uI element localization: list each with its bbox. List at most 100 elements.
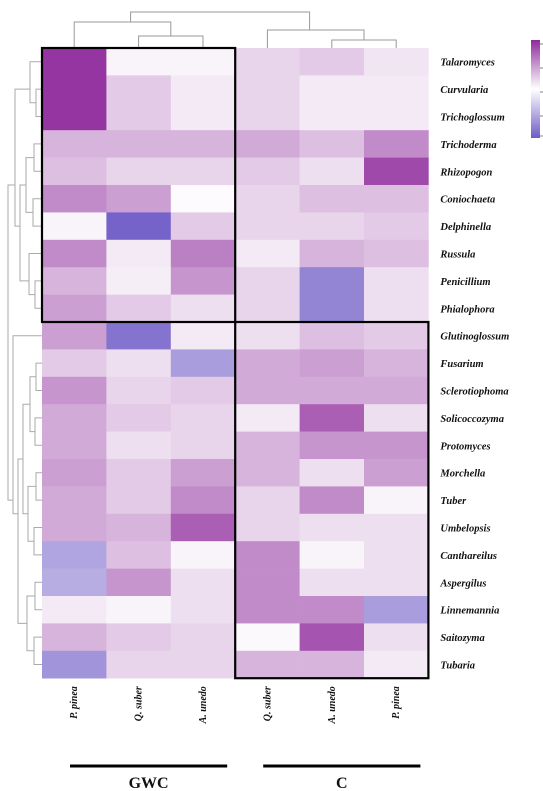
- heatmap-cell: [235, 48, 300, 76]
- heatmap-cell: [299, 650, 365, 679]
- heatmap-cell: [364, 48, 429, 76]
- heatmap-cell: [299, 239, 365, 268]
- heatmap-cell: [235, 75, 300, 104]
- heatmap-cell: [364, 267, 429, 295]
- row-label: Linnemannia: [439, 606, 499, 617]
- heatmap-cell: [106, 185, 172, 213]
- heatmap-cell: [42, 541, 107, 569]
- row-label: Umbelopsis: [440, 524, 490, 535]
- dendrogram-link: [17, 458, 27, 624]
- heatmap-cell: [170, 650, 236, 679]
- row-label: Delphinella: [439, 222, 491, 233]
- row-label: Coniochaeta: [440, 195, 495, 206]
- heatmap-cell: [42, 212, 107, 241]
- heatmap-cell: [170, 541, 236, 569]
- row-label: Canthareilus: [440, 551, 497, 562]
- dendrogram-link: [14, 88, 30, 227]
- dendrogram-link: [19, 184, 29, 282]
- heatmap-cell: [299, 185, 365, 213]
- heatmap-cell: [299, 431, 365, 460]
- heatmap-cell: [106, 431, 172, 460]
- heatmap-cell: [106, 75, 172, 104]
- heatmap-cell: [299, 596, 365, 624]
- heatmap-cell: [299, 623, 365, 652]
- heatmap-cell: [299, 157, 365, 186]
- row-label: Trichoderma: [440, 140, 496, 151]
- heatmap-cell: [106, 267, 172, 295]
- row-label: Penicillium: [440, 277, 490, 288]
- heatmap-cell: [235, 102, 300, 131]
- heatmap-cell: [364, 322, 429, 350]
- heatmap-cell: [299, 294, 365, 323]
- heatmap-cell: [42, 239, 107, 268]
- heatmap-cell: [170, 623, 236, 652]
- heatmap-cell: [235, 541, 300, 569]
- row-label: Tuber: [440, 496, 467, 507]
- heatmap-cell: [235, 267, 300, 295]
- heatmap-cell: [364, 294, 429, 323]
- heatmap-cell: [364, 157, 429, 186]
- heatmap-cell: [42, 596, 107, 624]
- heatmap-cell: [170, 404, 236, 432]
- heatmap-cell: [299, 349, 365, 378]
- heatmap-cell: [235, 376, 300, 405]
- heatmap-cell: [299, 102, 365, 131]
- row-label: Trichoglossum: [440, 113, 504, 124]
- heatmap-cell: [235, 459, 300, 487]
- heatmap-cell: [42, 48, 107, 76]
- heatmap-cell: [235, 650, 300, 679]
- heatmap-cell: [299, 212, 365, 241]
- heatmap-cell: [170, 459, 236, 487]
- heatmap-cell: [364, 239, 429, 268]
- dendrogram-link: [33, 143, 42, 172]
- heatmap-cell: [235, 431, 300, 460]
- heatmap-cell: [364, 486, 429, 515]
- heatmap-cell: [106, 239, 172, 268]
- row-label: Solicoccozyma: [440, 414, 504, 425]
- heatmap-cell: [364, 541, 429, 569]
- heatmap-cell: [235, 239, 300, 268]
- heatmap-cell: [235, 322, 300, 350]
- heatmap-cell: [364, 185, 429, 213]
- heatmap-cell: [170, 486, 236, 515]
- heatmap-cell: [106, 102, 172, 131]
- group-label: C: [336, 775, 348, 791]
- heatmap-cell: [42, 322, 107, 350]
- heatmap-cell: [170, 431, 236, 460]
- row-dendrogram: [7, 61, 42, 665]
- heatmap-cells: [42, 48, 429, 679]
- row-label: Aspergilus: [439, 578, 486, 589]
- heatmap-cell: [42, 376, 107, 405]
- heatmap-cell: [42, 267, 107, 295]
- column-label: Q. suber: [134, 686, 145, 721]
- heatmap-cell: [235, 513, 300, 542]
- heatmap-cell: [42, 404, 107, 432]
- heatmap-cell: [235, 212, 300, 241]
- column-dendrogram: [73, 11, 397, 48]
- heatmap-cell: [170, 376, 236, 405]
- heatmap-cell: [299, 267, 365, 295]
- heatmap-cell: [170, 75, 236, 104]
- dendrogram-link: [35, 472, 42, 501]
- dendrogram-link: [29, 61, 42, 104]
- row-label: Morchella: [439, 469, 485, 480]
- heatmap-cell: [42, 294, 107, 323]
- column-labels: P. pinea Q. suber A. unedo Q. suber A. unedo…: [69, 686, 402, 724]
- heatmap-cell: [42, 349, 107, 378]
- column-label: A. unedo: [198, 686, 209, 724]
- heatmap-cell: [235, 294, 300, 323]
- dendrogram-link: [28, 253, 42, 296]
- heatmap-cell: [106, 48, 172, 76]
- dendrogram-link: [7, 184, 15, 501]
- column-label: A. unedo: [327, 686, 338, 724]
- column-label: P. pinea: [69, 686, 80, 719]
- heatmap-cell: [299, 48, 365, 76]
- heatmap-cell: [299, 322, 365, 350]
- heatmap-cell: [170, 130, 236, 158]
- heatmap-cell: [364, 568, 429, 597]
- row-label: Tubaria: [440, 661, 475, 672]
- heatmap-cell: [106, 404, 172, 432]
- heatmap-cell: [299, 486, 365, 515]
- heatmap-cell: [364, 102, 429, 131]
